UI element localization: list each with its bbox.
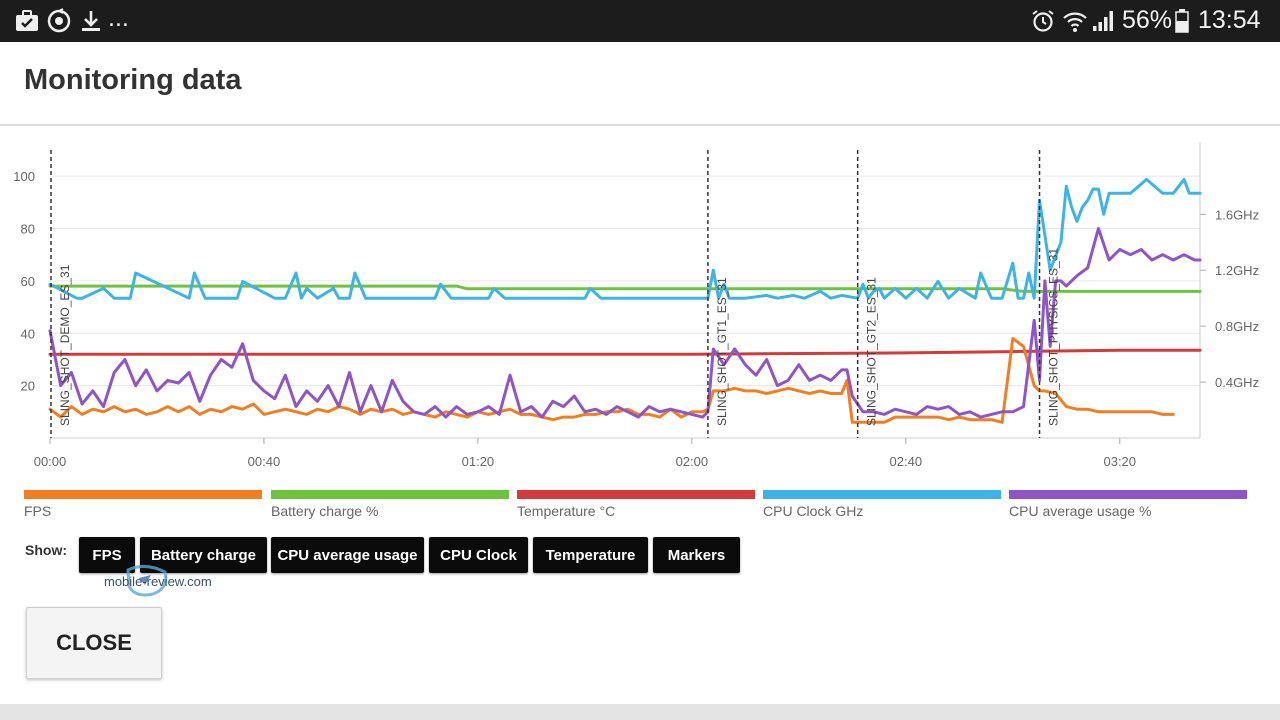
marker-label: SLING_SHOT_DEMO_ES_31 [58, 264, 72, 426]
marker-label: SLING_SHOT_GT2_ES_31 [865, 277, 879, 426]
series-line-battery-charge [48, 284, 1202, 293]
show-label: Show: [25, 542, 67, 558]
sync-icon [47, 8, 71, 33]
y-right-tick-label: 0.4GHz [1215, 375, 1259, 390]
battery-icon [1175, 9, 1189, 33]
legend-swatch-battery [271, 490, 509, 499]
legend-label-cpu-clock: CPU Clock GHz [763, 503, 864, 519]
marker-label: SLING_SHOT_GT1_ES_31 [715, 277, 729, 426]
title-divider [0, 124, 1280, 126]
y-right-tick-label: 1.6GHz [1215, 207, 1259, 222]
y-right-tick-label: 0.8GHz [1215, 319, 1259, 334]
legend-item-fps: FPS [24, 490, 262, 519]
y-right-tick-label: 1.2GHz [1215, 263, 1259, 278]
toggle-markers-button[interactable]: Markers [653, 537, 740, 573]
x-tick-label: 00:40 [248, 454, 281, 466]
legend-label-cpu-usage: CPU average usage % [1009, 503, 1152, 519]
y-left-tick-label: 80 [21, 222, 35, 237]
legend-item-cpu-clock: CPU Clock GHz [763, 490, 1001, 519]
wifi-icon [1063, 12, 1087, 32]
bottom-strip [0, 704, 1280, 720]
series-line-cpu-average-usage [48, 227, 1202, 419]
download-icon [82, 11, 100, 31]
mobile-review-logo-icon [126, 565, 168, 597]
alarm-icon [1032, 10, 1054, 32]
monitoring-dialog: Monitoring data 100 80 60 40 20 1.6GHz 1.2GHz 0… [0, 42, 1280, 704]
chart-legend: FPS Battery charge % Temperature °C CPU … [24, 490, 1260, 530]
legend-swatch-cpu-clock [763, 490, 1001, 499]
legend-item-cpu-usage: CPU average usage % [1009, 490, 1247, 519]
legend-label-fps: FPS [24, 503, 52, 519]
clock-time: 13:54 [1198, 6, 1261, 34]
series-line-fps [48, 337, 1175, 424]
legend-item-battery: Battery charge % [271, 490, 509, 519]
marker-label: SLING_SHOT_PHYSICS_ES_31 [1047, 248, 1061, 426]
briefcase-check-icon [16, 10, 38, 31]
legend-label-temperature: Temperature °C [517, 503, 616, 519]
x-tick-label: 02:00 [676, 454, 709, 466]
series-line-temperature-c [48, 348, 1202, 356]
y-left-tick-label: 20 [21, 379, 35, 394]
signal-icon [1093, 11, 1113, 31]
legend-item-temperature: Temperature °C [517, 490, 755, 519]
y-left-tick-label: 60 [21, 274, 35, 289]
legend-swatch-cpu-usage [1009, 490, 1247, 499]
toggle-temperature-button[interactable]: Temperature [533, 537, 648, 573]
toggle-fps-button[interactable]: FPS [79, 537, 135, 573]
y-left-tick-label: 40 [21, 326, 35, 341]
x-tick-label: 00:00 [34, 454, 67, 466]
toggle-cpu-clock-button[interactable]: CPU Clock [429, 537, 528, 573]
battery-percent: 56% [1122, 6, 1173, 34]
toggle-cpu-average-usage-button[interactable]: CPU average usage [271, 537, 424, 573]
close-button[interactable]: CLOSE [26, 607, 162, 679]
y-left-tick-label: 100 [13, 169, 35, 184]
legend-label-battery: Battery charge % [271, 503, 379, 519]
legend-swatch-temperature [517, 490, 755, 499]
status-bar: ... 56% 13:54 [0, 0, 1280, 42]
x-tick-label: 02:40 [890, 454, 923, 466]
monitoring-chart: 100 80 60 40 20 1.6GHz 1.2GHz 0.8GHz 0.4GHz 00:00… [13, 142, 1259, 466]
x-tick-label: 01:20 [462, 454, 495, 466]
legend-swatch-fps [24, 490, 262, 499]
series-line-cpu-clock-ghz [48, 177, 1202, 300]
status-more-indicator: ... [108, 4, 129, 32]
dialog-title: Monitoring data [24, 64, 242, 96]
x-tick-label: 03:20 [1103, 454, 1136, 466]
watermark-text: mobile-review.com [104, 574, 212, 589]
toggle-battery-charge-button[interactable]: Battery charge [140, 537, 267, 573]
